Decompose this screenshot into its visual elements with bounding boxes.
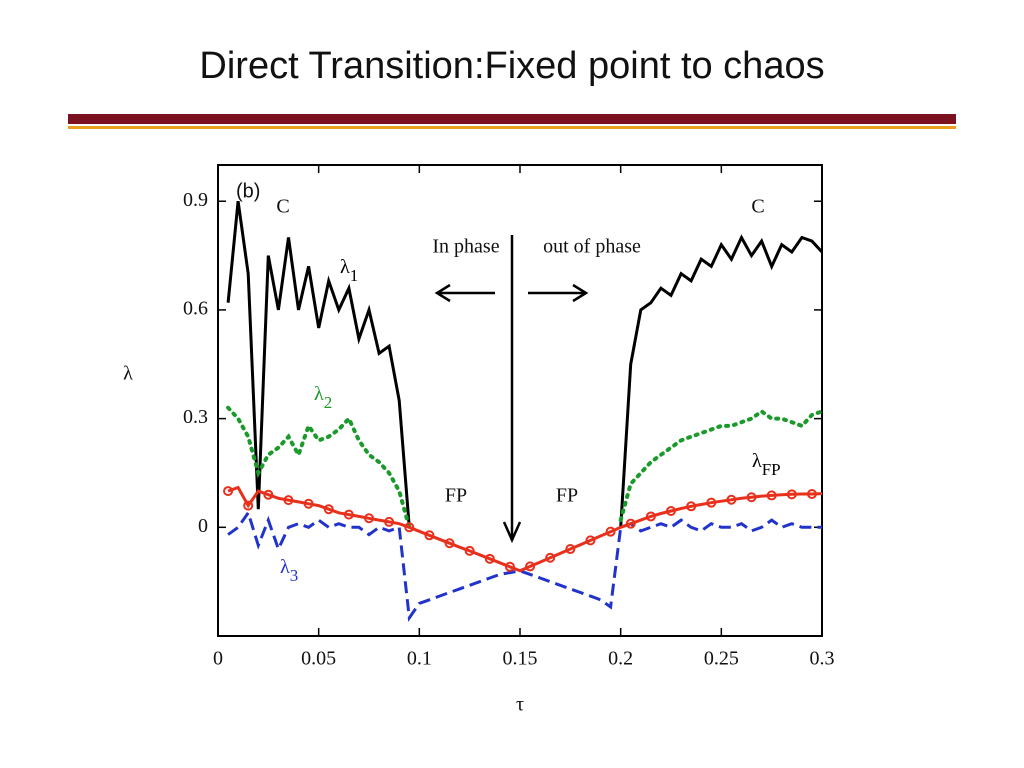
y-tick-label: 0.9 [183, 189, 208, 211]
series-marker [243, 500, 254, 511]
series-marker [504, 561, 515, 572]
y-tick-label: 0.6 [183, 298, 208, 320]
series-marker [786, 489, 797, 500]
x-tick-label: 0.05 [301, 648, 336, 670]
series-marker [545, 552, 556, 563]
x-tick-label: 0.3 [810, 648, 835, 670]
y-tick-label: 0 [198, 515, 208, 537]
series-marker [605, 526, 616, 537]
series-label: λ2 [314, 383, 332, 412]
series-label: λ3 [280, 556, 298, 585]
series-marker [464, 545, 475, 556]
x-tick-label: 0 [213, 648, 223, 670]
series-marker [484, 553, 495, 564]
series-marker [343, 509, 354, 520]
series-marker [323, 504, 334, 515]
series-marker [525, 561, 536, 572]
arrows [434, 235, 589, 544]
series-marker [766, 490, 777, 501]
series-marker [424, 530, 435, 541]
series-label: λFP [752, 450, 781, 479]
annotation: C [751, 196, 764, 218]
series-marker [625, 518, 636, 529]
x-tick-label: 0.2 [608, 648, 633, 670]
series-line [226, 200, 824, 528]
x-tick-label: 0.1 [407, 648, 432, 670]
x-tick-label: 0.15 [503, 648, 538, 670]
series-marker [806, 488, 817, 499]
annotation: C [276, 196, 289, 218]
series-marker [364, 513, 374, 524]
series-marker [444, 538, 455, 549]
series-marker [666, 506, 676, 517]
series-marker [686, 501, 697, 512]
annotation: FP [556, 485, 578, 507]
series-marker [585, 535, 596, 546]
series-marker [726, 494, 737, 505]
series-marker [384, 516, 395, 527]
series-marker [303, 498, 314, 509]
series-marker [223, 486, 234, 497]
x-tick-label: 0.25 [704, 648, 739, 670]
series-marker [746, 492, 757, 503]
annotation: FP [445, 485, 467, 507]
series-marker [706, 497, 717, 508]
series-line [227, 509, 822, 623]
series-marker [645, 511, 656, 522]
y-axis-label: λ [123, 363, 133, 385]
series-line [226, 405, 824, 530]
annotation: out of phase [543, 236, 641, 258]
series-marker [565, 544, 576, 555]
series-marker [263, 489, 274, 500]
series-marker [283, 495, 294, 506]
series-marker [404, 522, 415, 533]
series-line [227, 485, 823, 573]
x-axis-label: τ [516, 694, 524, 716]
rule [68, 126, 956, 129]
rule [68, 114, 956, 124]
annotation: (b) [236, 180, 260, 202]
series-label: λ1 [340, 256, 358, 285]
slide-title: Direct Transition:Fixed point to chaos [199, 45, 824, 87]
y-tick-label: 0.3 [183, 406, 208, 428]
annotation: In phase [432, 236, 499, 258]
plot-frame [217, 164, 823, 637]
